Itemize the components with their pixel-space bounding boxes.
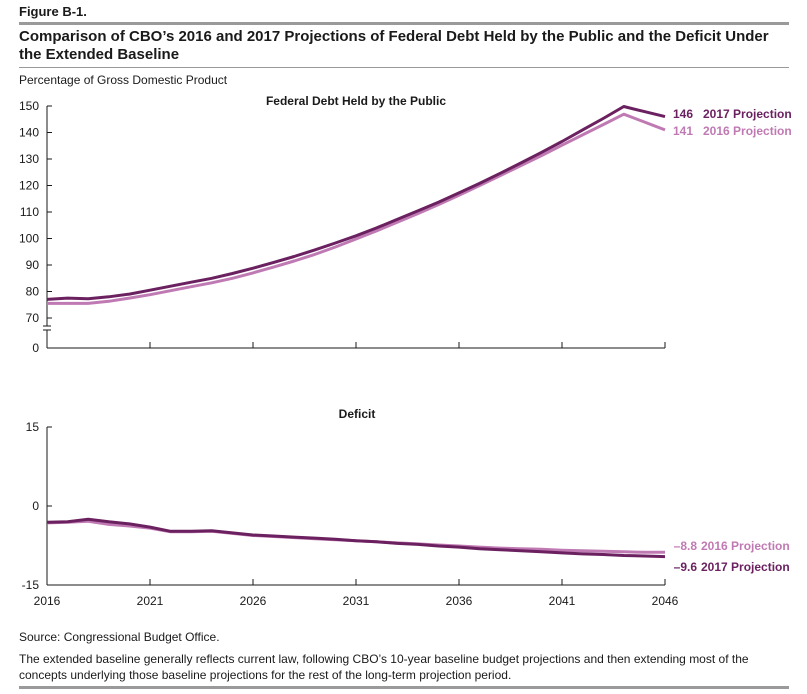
deficit-series-line [46,517,666,559]
debt-series-label: 2017 Projection [703,107,792,121]
debt-y-tick-label: 110 [20,205,39,219]
deficit-end-value: –8.8 [674,539,698,553]
deficit-y-tick-label: -15 [22,578,40,592]
x-tick-label: 2036 [446,594,473,608]
debt-y-tick-label: 120 [19,179,39,193]
deficit-y-tick-label: 15 [26,420,40,434]
top-rule [19,22,789,25]
debt-y-tick-label: 80 [26,285,40,299]
source-note: Source: Congressional Budget Office. [19,630,220,644]
debt-end-value: 141 [673,124,693,138]
x-tick-label: 2041 [549,594,576,608]
bottom-rule [19,686,789,689]
deficit-series-label: 2017 Projection [701,560,790,574]
debt-y-tick-label: 150 [19,99,39,113]
deficit-y-tick-label: 0 [32,499,39,513]
x-tick-label: 2031 [343,594,370,608]
debt-series-line [47,112,666,305]
debt-series-line [46,105,666,301]
units-label: Percentage of Gross Domestic Product [19,73,228,87]
x-tick-label: 2016 [34,594,61,608]
deficit-panel-title: Deficit [339,407,376,421]
debt-end-value: 146 [673,107,693,121]
x-tick-label: 2021 [137,594,164,608]
debt-y-tick-label: 140 [19,126,39,140]
x-tick-label: 2046 [652,594,679,608]
debt-series-label: 2016 Projection [703,124,792,138]
debt-y-tick-label: 70 [26,311,40,325]
debt-panel-title: Federal Debt Held by the Public [266,94,446,108]
debt-y-tick-label: 130 [19,152,39,166]
figure-title: Comparison of CBO’s 2016 and 2017 Projec… [19,28,769,63]
footnote: The extended baseline generally reflects… [19,652,749,682]
figure-label: Figure B-1. [19,4,87,19]
x-tick-label: 2026 [240,594,267,608]
debt-y-tick-label: 0 [32,341,39,355]
deficit-end-value: –9.6 [674,560,698,574]
debt-y-tick-label: 90 [26,258,40,272]
title-rule [19,67,789,68]
debt-y-tick-label: 100 [19,232,39,246]
deficit-series-label: 2016 Projection [701,539,790,553]
